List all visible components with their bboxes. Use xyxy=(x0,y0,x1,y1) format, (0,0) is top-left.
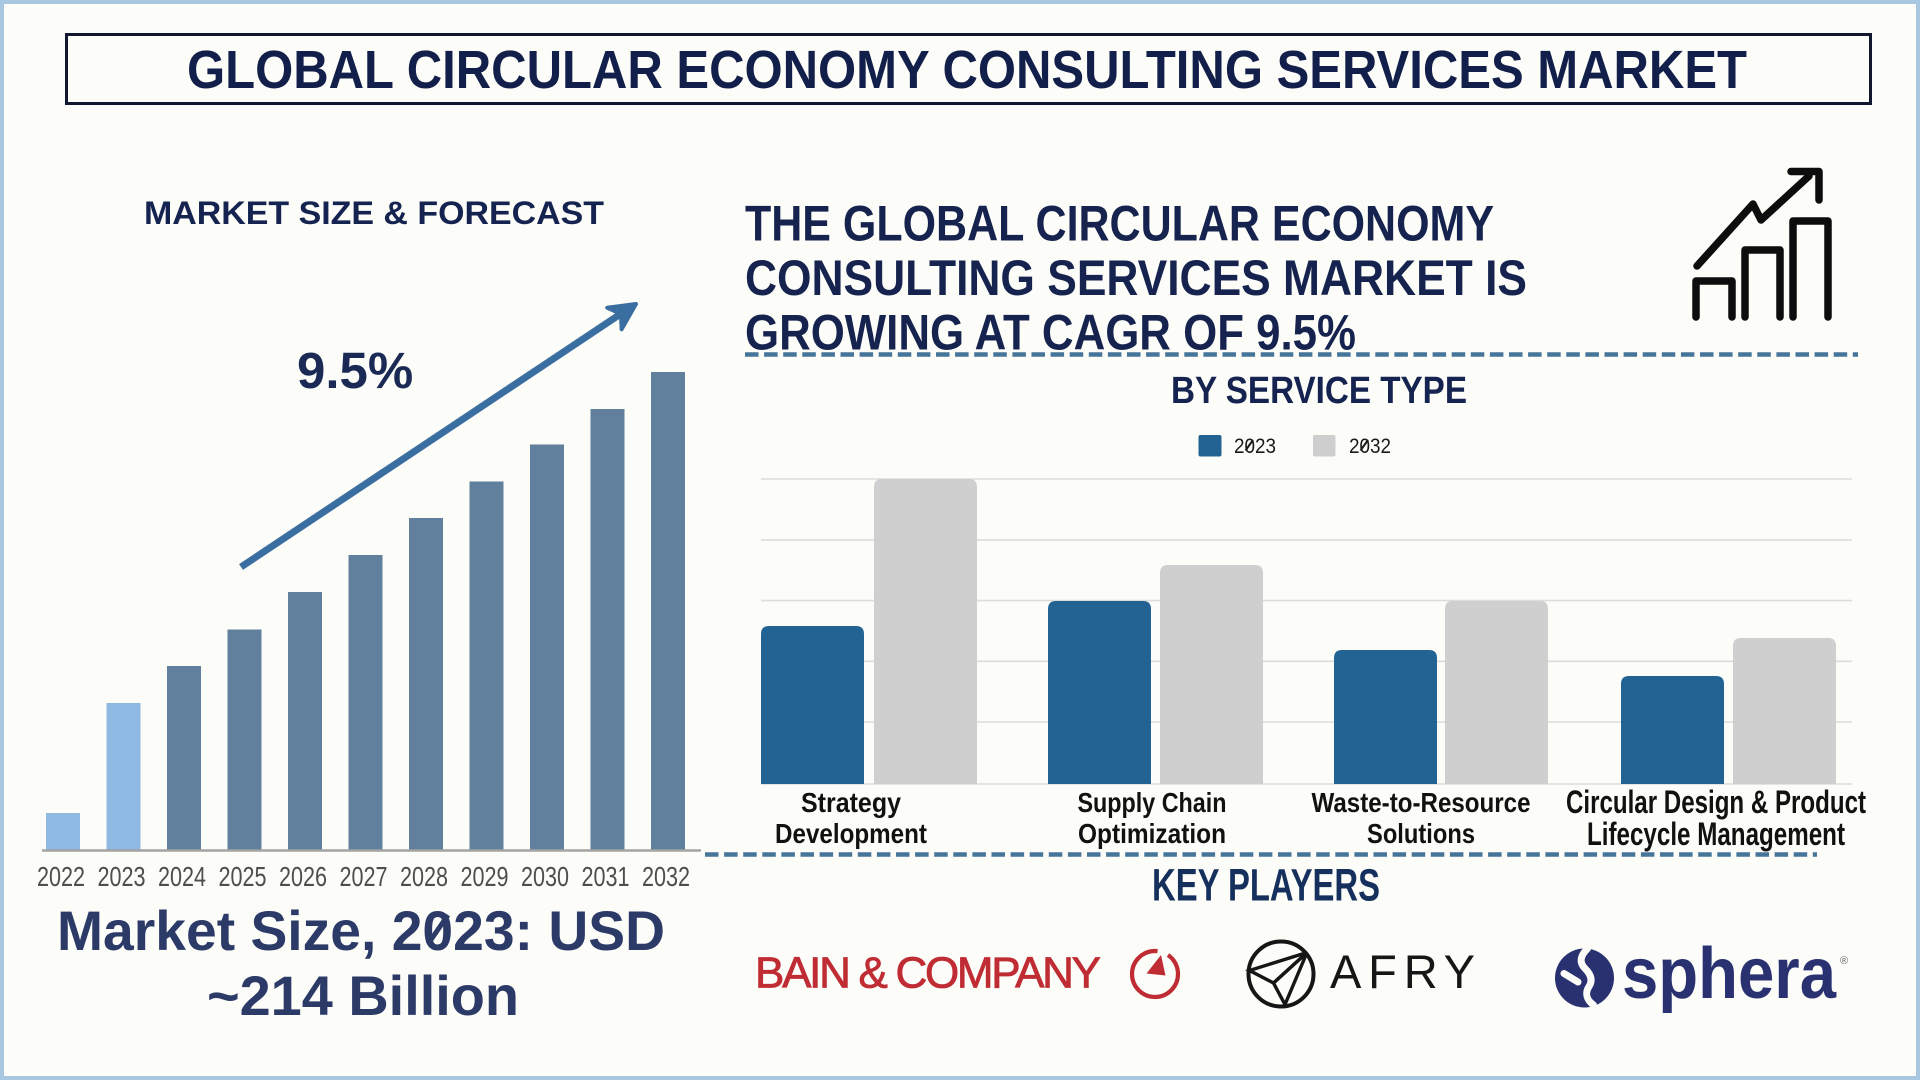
svg-text:2031: 2031 xyxy=(582,861,630,892)
svg-text:2032: 2032 xyxy=(642,861,690,892)
svg-text:Strategy: Strategy xyxy=(801,787,901,818)
svg-text:Development: Development xyxy=(775,818,927,849)
svg-text:Market Size, 2023: USD: Market Size, 2023: USD xyxy=(57,899,665,962)
svg-text:2029: 2029 xyxy=(461,861,509,892)
svg-text:2027: 2027 xyxy=(340,861,388,892)
svg-text:Lifecycle Management: Lifecycle Management xyxy=(1587,816,1845,852)
svg-text:2024: 2024 xyxy=(158,861,206,892)
svg-text:Waste-to-Resource: Waste-to-Resource xyxy=(1312,787,1531,818)
svg-text:THE GLOBAL CIRCULAR ECONOMY: THE GLOBAL CIRCULAR ECONOMY xyxy=(745,196,1494,252)
svg-text:CONSULTING SERVICES MARKET IS: CONSULTING SERVICES MARKET IS xyxy=(745,250,1527,306)
svg-text:2032: 2032 xyxy=(1349,435,1391,458)
svg-text:2022: 2022 xyxy=(37,861,85,892)
svg-text:Circular Design & Product: Circular Design & Product xyxy=(1566,784,1866,820)
svg-text:MARKET SIZE & FORECAST: MARKET SIZE & FORECAST xyxy=(144,195,604,231)
svg-text:®: ® xyxy=(1840,955,1848,967)
svg-text:2023: 2023 xyxy=(1234,435,1276,458)
svg-text:BAIN & COMPANY: BAIN & COMPANY xyxy=(755,949,1101,998)
svg-text:9.5%: 9.5% xyxy=(297,342,413,399)
svg-text:sphera: sphera xyxy=(1622,934,1837,1014)
svg-text:Optimization: Optimization xyxy=(1078,818,1226,849)
svg-text:AFRY: AFRY xyxy=(1330,945,1484,998)
svg-text:GLOBAL CIRCULAR ECONOMY CONSUL: GLOBAL CIRCULAR ECONOMY CONSULTING SERVI… xyxy=(187,40,1747,100)
svg-text:GROWING AT CAGR OF 9.5%: GROWING AT CAGR OF 9.5% xyxy=(745,305,1356,361)
svg-text:Supply Chain: Supply Chain xyxy=(1078,787,1227,818)
svg-text:~214 Billion: ~214 Billion xyxy=(207,964,519,1027)
svg-text:2030: 2030 xyxy=(521,861,569,892)
svg-text:Solutions: Solutions xyxy=(1367,818,1475,849)
svg-text:2025: 2025 xyxy=(219,861,267,892)
svg-text:KEY PLAYERS: KEY PLAYERS xyxy=(1152,860,1380,911)
svg-text:2026: 2026 xyxy=(279,861,327,892)
svg-text:BY SERVICE TYPE: BY SERVICE TYPE xyxy=(1171,370,1467,412)
svg-text:2023: 2023 xyxy=(98,861,146,892)
svg-text:2028: 2028 xyxy=(400,861,448,892)
